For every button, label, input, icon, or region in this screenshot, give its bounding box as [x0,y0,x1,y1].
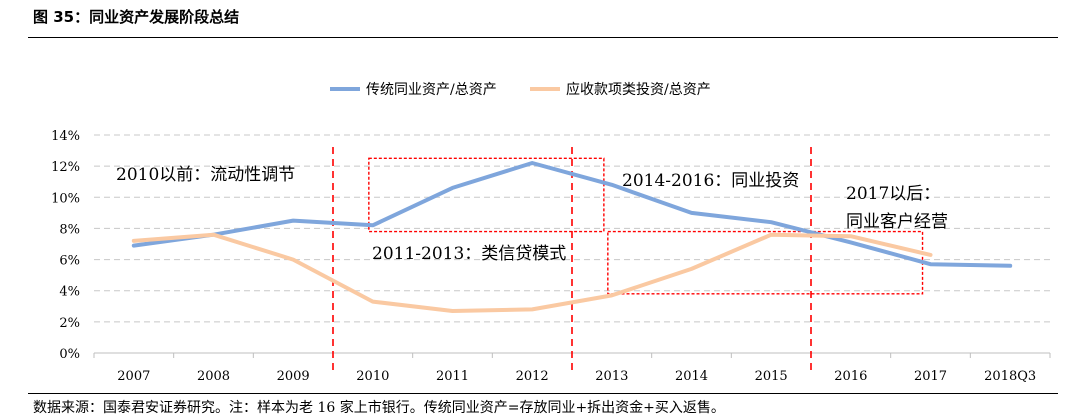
x-tick-label: 2007 [117,369,150,384]
series-lines [131,161,1013,313]
highlight-box [368,157,605,233]
annotations: 2010以前：流动性调节 2011-2013：类信贷模式 2014-2016：同业投… [116,165,948,264]
line-chart: 0% 2% 4% 6% 8% 10% 12% 14% 2007 2008 2009 2010 2011 2… [51,81,1051,384]
legend-label: 传统同业资产/总资产 [366,82,497,98]
title-rule [28,37,1058,38]
x-tick-label: 2008 [197,369,230,384]
annotation-label: 2010以前：流动性调节 [116,165,295,185]
y-tick-label: 8% [59,222,80,237]
x-tick-label: 2017 [914,369,947,384]
legend-label: 应收款项类投资/总资产 [566,81,711,98]
series-line-1 [131,161,1013,268]
x-tick-label: 2015 [755,369,788,384]
bottom-rule [28,393,1058,394]
y-tick-label: 12% [51,160,80,175]
x-tick-label: 2013 [595,369,628,384]
y-tick-label: 10% [51,191,80,206]
y-tick-label: 14% [51,129,80,144]
x-tick-label: 2011 [436,369,469,384]
x-tick-label: 2014 [675,369,708,384]
legend: 传统同业资产/总资产 应收款项类投资/总资产 [330,81,711,98]
figure-title: 图 35：同业资产发展阶段总结 [33,8,240,26]
source-note: 数据来源：国泰君安证券研究。注：样本为老 16 家上市银行。传统同业资产=存放同… [33,400,725,416]
x-tick-label: 2016 [834,369,867,384]
x-tick-label: 2018Q3 [984,369,1036,384]
x-tick-label: 2010 [356,369,389,384]
y-tick-label: 6% [59,254,80,269]
annotation-label: 2011-2013：类信贷模式 [372,244,566,264]
annotation-label: 2014-2016：同业投资 [622,171,799,191]
x-tick-label: 2009 [277,369,310,384]
x-tick-label: 2012 [516,369,549,384]
y-tick-label: 2% [59,316,80,331]
y-tick-label: 4% [59,285,80,300]
y-tick-label: 0% [59,347,80,362]
annotation-label: 2017以后： [846,184,940,204]
phase-dividers [332,147,812,370]
series-line-2 [131,232,933,313]
axes: 0% 2% 4% 6% 8% 10% 12% 14% 2007 2008 2009 2010 2011 2… [51,129,1051,384]
annotation-label: 同业客户经营 [846,212,948,232]
